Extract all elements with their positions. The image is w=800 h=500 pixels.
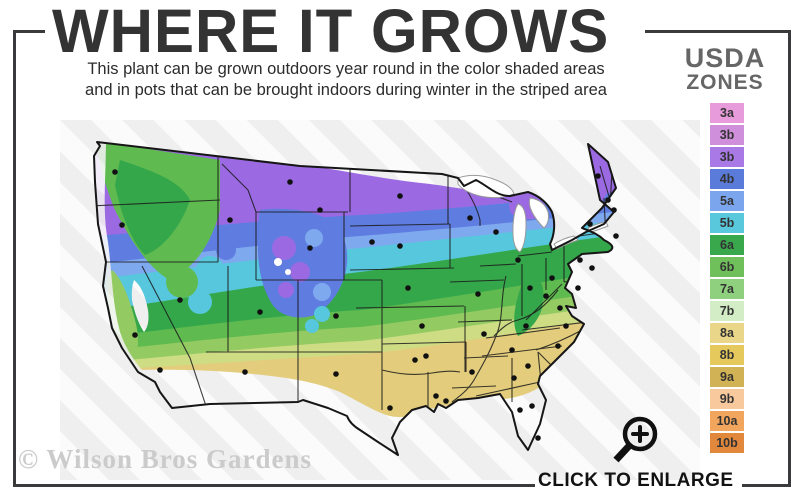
frame-bottom-right-segment — [742, 484, 791, 487]
city-dot — [419, 323, 425, 329]
frame-left-border — [13, 30, 16, 487]
city-dot — [527, 285, 533, 291]
legend-swatch-3b-1: 3b — [710, 125, 744, 145]
frame-right-border — [788, 30, 791, 487]
legend-swatch-8a-10: 8a — [710, 323, 744, 343]
legend-swatch-10b-15: 10b — [710, 433, 744, 453]
legend-swatch-3a-0: 3a — [710, 103, 744, 123]
legend-swatch-8b-11: 8b — [710, 345, 744, 365]
city-dot — [397, 193, 403, 199]
city-dot — [509, 347, 515, 353]
legend-swatch-5a-4: 5a — [710, 191, 744, 211]
legend-swatch-5b-5: 5b — [710, 213, 744, 233]
city-dot — [575, 285, 581, 291]
lake-michigan-shape — [512, 203, 527, 253]
click-to-enlarge-label[interactable]: CLICK TO ENLARGE — [538, 470, 734, 491]
city-dot — [412, 357, 418, 363]
city-dot — [557, 305, 563, 311]
city-dot — [287, 179, 293, 185]
city-dot — [433, 393, 439, 399]
city-dot — [523, 323, 529, 329]
city-dot — [549, 275, 555, 281]
city-dot — [443, 398, 449, 404]
legend-swatch-6b-7: 6b — [710, 257, 744, 277]
legend-title-usda: USDA — [684, 43, 766, 73]
city-dot — [317, 207, 323, 213]
subtitle-line2: and in pots that can be brought indoors … — [85, 81, 607, 99]
city-dot — [535, 435, 541, 441]
city-dot — [595, 173, 601, 179]
city-dot — [387, 405, 393, 411]
frame-top-right-segment — [645, 30, 791, 33]
city-dot — [132, 332, 138, 338]
usa-hardiness-zone-map[interactable] — [60, 120, 700, 480]
city-dot — [307, 245, 313, 251]
city-dot — [475, 291, 481, 297]
city-dot — [177, 297, 183, 303]
city-dot — [481, 331, 487, 337]
magnifier-icon[interactable] — [602, 408, 670, 474]
city-dot — [529, 403, 535, 409]
page-title: WHERE IT GROWS — [52, 0, 610, 66]
city-dot — [119, 222, 125, 228]
legend-title: USDA ZONES — [672, 44, 778, 94]
city-dot — [515, 257, 521, 263]
legend-swatch-7b-9: 7b — [710, 301, 744, 321]
city-dot — [467, 215, 473, 221]
city-dot — [469, 369, 475, 375]
legend-swatch-10a-14: 10a — [710, 411, 744, 431]
legend-swatch-7a-8: 7a — [710, 279, 744, 299]
city-dot — [405, 285, 411, 291]
city-dot — [257, 309, 263, 315]
city-dot — [543, 293, 549, 299]
frame-bottom-left-segment — [13, 484, 535, 487]
city-dot — [333, 313, 339, 319]
city-dot — [242, 369, 248, 375]
city-dot — [423, 353, 429, 359]
frame-top-left-segment — [13, 30, 45, 33]
city-dot — [112, 169, 118, 175]
city-dot — [555, 343, 561, 349]
city-dot — [577, 257, 583, 263]
city-dot — [493, 229, 499, 235]
city-dot — [333, 371, 339, 377]
city-dot — [369, 239, 375, 245]
city-dot — [397, 243, 403, 249]
city-dot — [157, 367, 163, 373]
legend-swatch-6a-6: 6a — [710, 235, 744, 255]
usda-zones-legend: 3a 3b 3b 4b 5a 5b 6a 6b 7a 7b 8a 8b 9a 9b 10a 10b — [710, 103, 744, 455]
city-dot — [511, 375, 517, 381]
subtitle: This plant can be grown outdoors year ro… — [40, 59, 652, 101]
legend-swatch-9a-12: 9a — [710, 367, 744, 387]
city-dot — [589, 265, 595, 271]
city-dot — [563, 323, 569, 329]
lake-huron-shape — [528, 197, 549, 229]
city-dot — [517, 407, 523, 413]
city-dot — [613, 233, 619, 239]
legend-title-zones: ZONES — [686, 71, 764, 94]
watermark: © Wilson Bros Gardens — [18, 444, 312, 474]
legend-swatch-9b-13: 9b — [710, 389, 744, 409]
legend-swatch-4b-3: 4b — [710, 169, 744, 189]
city-dot — [525, 363, 531, 369]
city-dot — [227, 217, 233, 223]
subtitle-line1: This plant can be grown outdoors year ro… — [87, 60, 605, 78]
legend-swatch-3b-2: 3b — [710, 147, 744, 167]
city-dots — [112, 169, 619, 441]
